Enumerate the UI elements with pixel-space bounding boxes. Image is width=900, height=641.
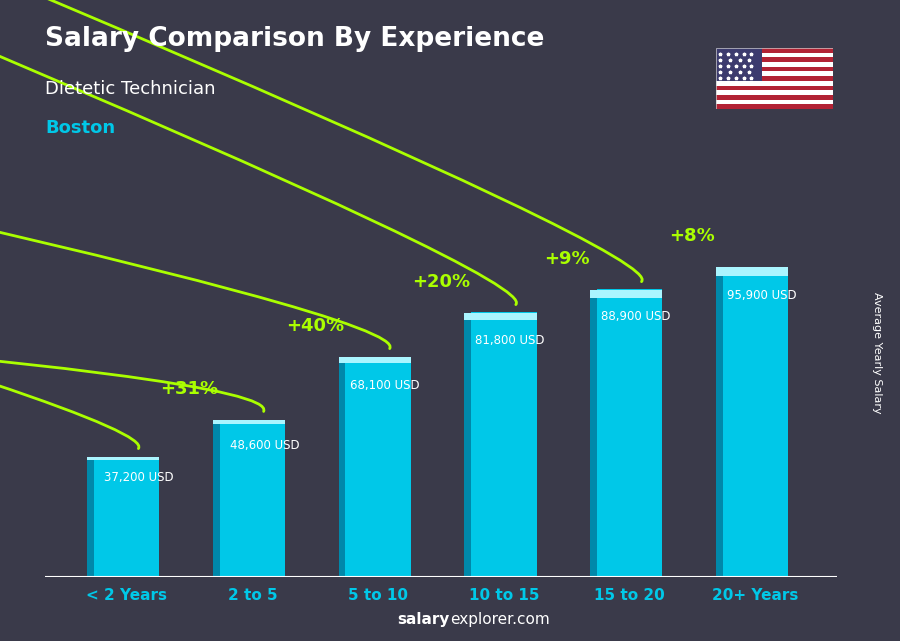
Bar [87, 460, 94, 577]
Text: 68,100 USD: 68,100 USD [349, 379, 419, 392]
Text: +8%: +8% [670, 227, 716, 245]
Bar [716, 62, 832, 67]
Text: Salary Comparison By Experience: Salary Comparison By Experience [45, 26, 544, 52]
Bar [212, 424, 220, 577]
Text: +20%: +20% [412, 272, 470, 291]
Bar [716, 67, 832, 72]
Bar [716, 72, 832, 76]
Text: 48,600 USD: 48,600 USD [230, 438, 300, 452]
Bar [716, 76, 832, 81]
Bar [597, 290, 662, 577]
Bar [338, 357, 410, 363]
Bar [716, 58, 832, 62]
Bar [590, 298, 597, 577]
Bar [87, 457, 159, 460]
Text: 88,900 USD: 88,900 USD [601, 310, 670, 322]
Text: 95,900 USD: 95,900 USD [727, 288, 796, 301]
Bar [716, 104, 832, 109]
Text: +40%: +40% [286, 317, 345, 335]
Bar [716, 90, 832, 95]
Text: Boston: Boston [45, 119, 115, 137]
Bar [220, 420, 285, 577]
Bar [716, 267, 788, 276]
Text: 81,800 USD: 81,800 USD [475, 333, 544, 347]
Bar [472, 312, 536, 577]
Bar [716, 95, 832, 99]
Bar [464, 320, 472, 577]
Bar [716, 99, 832, 104]
Bar [716, 53, 832, 58]
Bar [346, 357, 410, 577]
Text: +9%: +9% [544, 250, 590, 268]
Bar [464, 313, 536, 320]
Text: 37,200 USD: 37,200 USD [104, 471, 174, 484]
Text: salary: salary [398, 612, 450, 627]
Text: Average Yearly Salary: Average Yearly Salary [872, 292, 883, 413]
Bar [723, 267, 788, 577]
Text: +31%: +31% [160, 380, 219, 398]
Bar [716, 81, 832, 85]
Bar [716, 48, 762, 81]
Bar [716, 276, 723, 577]
Bar [590, 290, 662, 298]
Bar [716, 48, 832, 53]
Bar [94, 456, 159, 577]
Bar [716, 85, 832, 90]
Bar [338, 363, 346, 577]
Text: Dietetic Technician: Dietetic Technician [45, 80, 215, 98]
Text: explorer.com: explorer.com [450, 612, 550, 627]
Bar [212, 420, 285, 424]
